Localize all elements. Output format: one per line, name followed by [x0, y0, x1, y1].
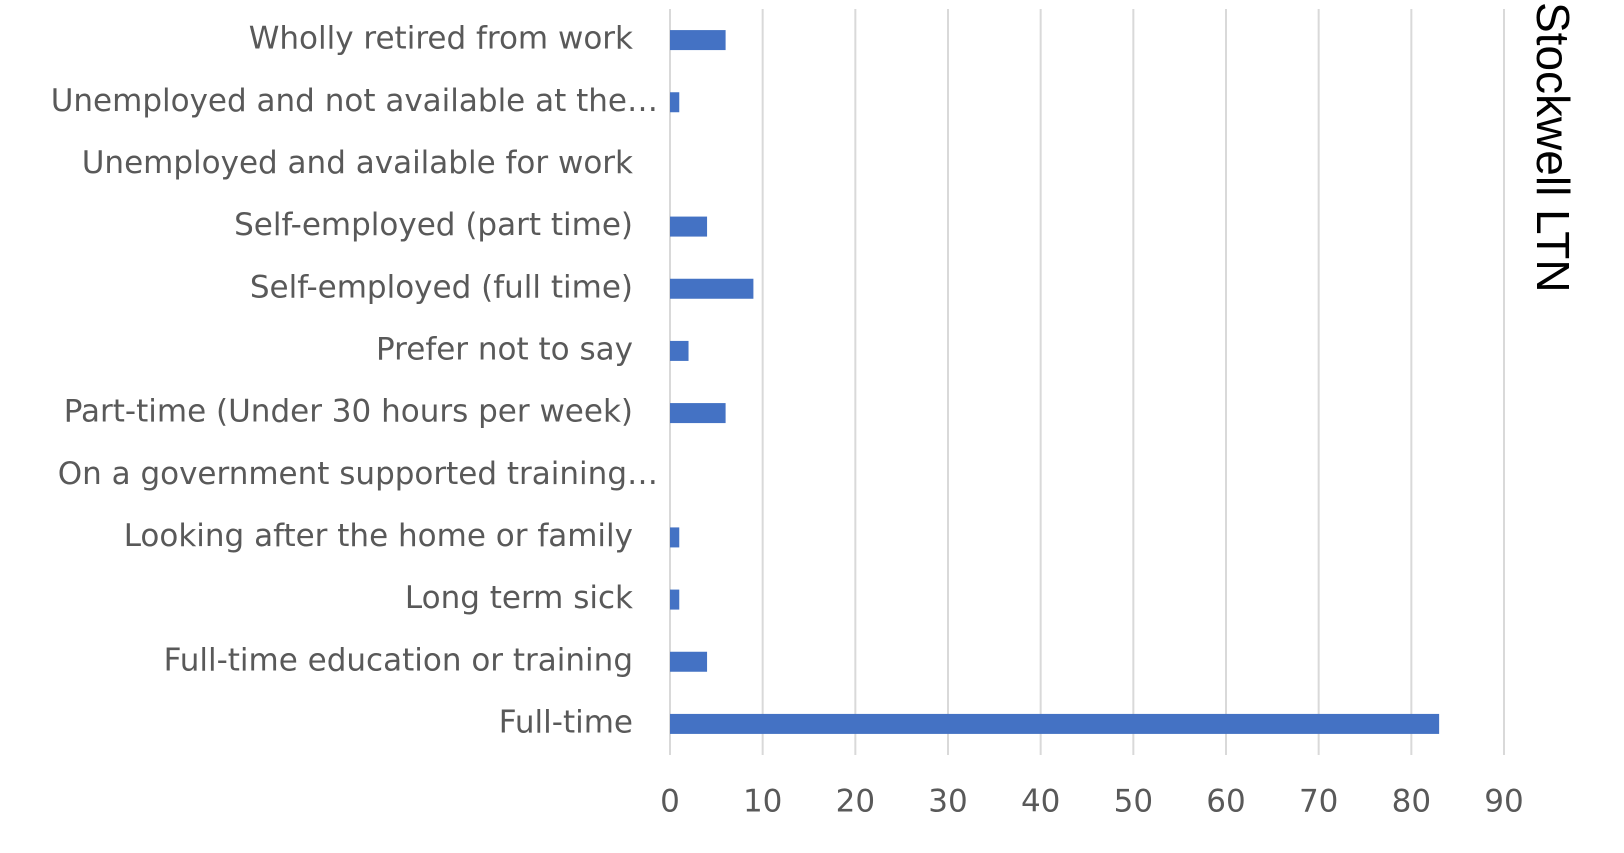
x-tick-label: 70 — [1299, 784, 1338, 820]
bar — [670, 651, 708, 672]
y-tick-label: Looking after the home or family — [124, 518, 633, 554]
y-tick-label: On a government supported training… — [58, 456, 658, 492]
x-tick-label: 60 — [1206, 784, 1245, 820]
y-tick-label: Self-employed (part time) — [234, 207, 633, 243]
y-tick-label: Unemployed and not available at the… — [51, 83, 658, 119]
y-tick-label: Prefer not to say — [376, 331, 633, 367]
bar — [670, 403, 726, 424]
x-tick-label: 50 — [1114, 784, 1153, 820]
y-tick-label: Full-time education or training — [164, 642, 633, 678]
bar — [670, 589, 680, 610]
bar — [670, 92, 680, 113]
bar — [670, 527, 680, 548]
series-label: Stockwell LTN — [1527, 2, 1579, 293]
bar — [670, 30, 726, 51]
x-tick-label: 90 — [1484, 784, 1523, 820]
y-tick-label: Part-time (Under 30 hours per week) — [64, 394, 633, 430]
x-tick-label: 10 — [743, 784, 782, 820]
y-tick-label: Self-employed (full time) — [250, 269, 633, 305]
bar — [670, 216, 708, 237]
y-tick-label: Full-time — [499, 704, 633, 740]
y-tick-label: Unemployed and available for work — [82, 145, 633, 181]
x-tick-label: 30 — [928, 784, 967, 820]
bar — [670, 340, 689, 361]
x-tick-label: 80 — [1392, 784, 1431, 820]
x-tick-label: 40 — [1021, 784, 1060, 820]
x-tick-label: 20 — [836, 784, 875, 820]
y-tick-label: Long term sick — [405, 580, 633, 616]
bar — [670, 278, 754, 299]
y-tick-label: Wholly retired from work — [249, 21, 633, 57]
x-tick-label: 0 — [660, 784, 680, 820]
bar — [670, 713, 1440, 734]
